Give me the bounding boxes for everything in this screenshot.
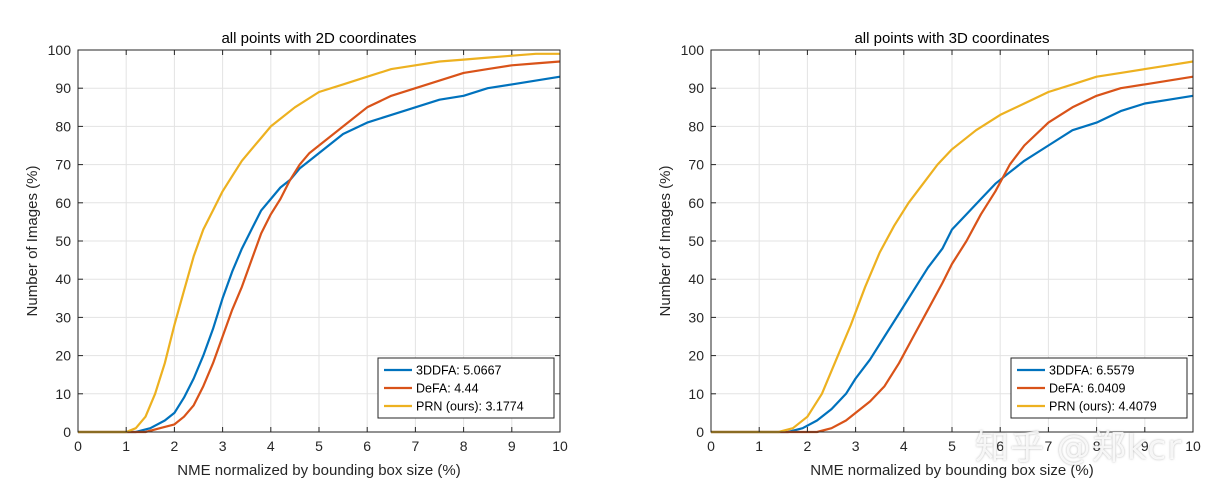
x-tick-label: 8: [1093, 438, 1101, 454]
legend-label-3: PRN (ours): 3.1774: [416, 400, 524, 414]
series-line-2: [711, 75, 1194, 434]
x-tick-label: 7: [1045, 438, 1053, 454]
y-tick-label: 30: [55, 309, 71, 325]
x-tick-label: 5: [315, 438, 323, 454]
x-tick-label: 3: [852, 438, 860, 454]
y-tick-label: 0: [696, 424, 704, 440]
y-tick-label: 30: [688, 309, 704, 325]
y-tick-label: 20: [688, 348, 704, 364]
series-line-2: [78, 60, 561, 434]
x-tick-label: 6: [996, 438, 1004, 454]
y-tick-label: 20: [55, 348, 71, 364]
x-tick-label: 1: [122, 438, 130, 454]
x-tick-label: 8: [460, 438, 468, 454]
y-axis-label: Number of Images (%): [24, 166, 41, 317]
x-tick-label: 0: [707, 438, 715, 454]
y-tick-label: 80: [55, 118, 71, 134]
series-line-3: [78, 52, 560, 434]
x-tick-label: 4: [267, 438, 275, 454]
x-tick-label: 3: [219, 438, 227, 454]
y-tick-label: 90: [55, 80, 71, 96]
x-tick-label: 9: [508, 438, 516, 454]
legend-label-1: 3DDFA: 5.0667: [416, 364, 502, 378]
y-tick-label: 80: [688, 118, 704, 134]
x-axis-label: NME normalized by bounding box size (%): [810, 462, 1093, 479]
x-tick-label: 1: [755, 438, 763, 454]
x-tick-label: 0: [74, 438, 82, 454]
legend-label-2: DeFA: 4.44: [416, 382, 479, 396]
x-tick-label: 5: [948, 438, 956, 454]
y-tick-label: 40: [688, 271, 704, 287]
y-tick-label: 70: [55, 157, 71, 173]
series-line-1: [78, 75, 561, 434]
x-tick-label: 10: [1185, 438, 1201, 454]
legend-label-1: 3DDFA: 6.5579: [1049, 364, 1135, 378]
x-tick-label: 4: [900, 438, 908, 454]
x-tick-label: 2: [171, 438, 179, 454]
series-line-3: [711, 60, 1194, 434]
x-tick-label: 10: [552, 438, 568, 454]
x-axis-label: NME normalized by bounding box size (%): [177, 462, 460, 479]
chart-title: all points with 2D coordinates: [221, 30, 416, 47]
y-tick-label: 40: [55, 271, 71, 287]
y-tick-label: 0: [63, 424, 71, 440]
x-tick-label: 9: [1141, 438, 1149, 454]
x-tick-label: 7: [412, 438, 420, 454]
legend: 3DDFA: 6.5579 DeFA: 6.0409 PRN (ours): 4.4…: [1010, 357, 1188, 419]
watermark-text: 知乎 @郑kcr: [975, 428, 1183, 468]
y-tick-label: 10: [688, 386, 704, 402]
y-tick-label: 70: [688, 157, 704, 173]
y-tick-label: 50: [55, 233, 71, 249]
x-tick-label: 6: [363, 438, 371, 454]
legend-label-3: PRN (ours): 4.4079: [1049, 400, 1157, 414]
y-tick-label: 100: [681, 42, 705, 58]
chart-title: all points with 3D coordinates: [854, 30, 1049, 47]
y-tick-label: 50: [688, 233, 704, 249]
legend: 3DDFA: 5.0667 DeFA: 4.44 PRN (ours): 3.177…: [377, 357, 555, 419]
y-axis-label: Number of Images (%): [657, 166, 674, 317]
series-line-1: [711, 94, 1194, 434]
y-tick-label: 100: [48, 42, 72, 58]
y-tick-label: 10: [55, 386, 71, 402]
x-tick-label: 2: [804, 438, 812, 454]
y-tick-label: 60: [688, 195, 704, 211]
y-tick-label: 90: [688, 80, 704, 96]
legend-label-2: DeFA: 6.0409: [1049, 382, 1125, 396]
y-tick-label: 60: [55, 195, 71, 211]
